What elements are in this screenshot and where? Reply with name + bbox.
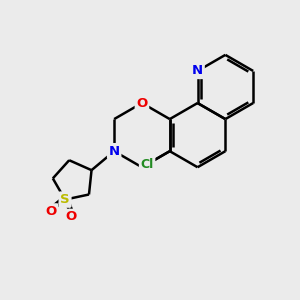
Text: S: S [60,193,70,206]
Text: N: N [109,145,120,158]
Text: N: N [192,64,203,77]
Text: Cl: Cl [140,158,154,171]
Text: O: O [45,205,57,218]
Text: O: O [136,97,148,110]
Text: O: O [66,210,77,224]
